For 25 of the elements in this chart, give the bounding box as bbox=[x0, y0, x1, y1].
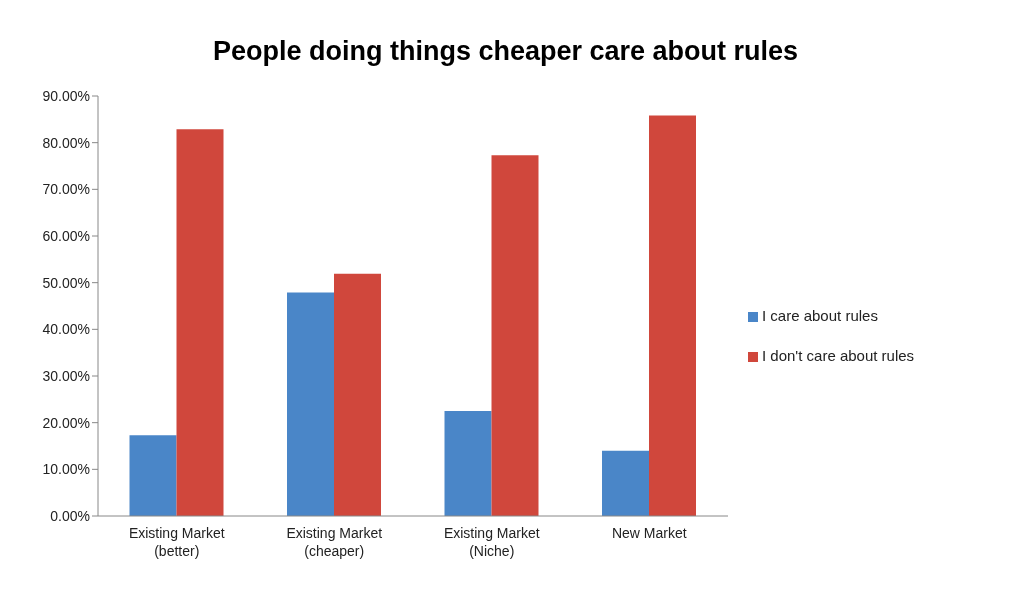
x-tick-label: New Market bbox=[611, 525, 687, 541]
y-tick-label: 60.00% bbox=[42, 227, 90, 244]
y-tick-label: 40.00% bbox=[42, 321, 90, 338]
y-tick-label: 0.00% bbox=[50, 507, 90, 524]
x-tick-label: Existing Market (Niche) bbox=[443, 525, 540, 559]
bar bbox=[334, 273, 381, 516]
y-tick-label: 20.00% bbox=[42, 414, 90, 431]
bar bbox=[129, 435, 177, 516]
bar bbox=[287, 292, 334, 516]
y-tick-label: 30.00% bbox=[42, 367, 90, 384]
bar bbox=[491, 155, 539, 516]
y-tick-label: 90.00% bbox=[42, 87, 90, 104]
chart-title: People doing things cheaper care about rules bbox=[211, 35, 800, 68]
y-tick-label: 70.00% bbox=[42, 181, 90, 198]
legend-label: I care about rules bbox=[762, 307, 878, 324]
y-tick-label: 80.00% bbox=[42, 134, 90, 151]
bar bbox=[602, 450, 649, 516]
x-tick-label: Existing Market (cheaper) bbox=[286, 525, 383, 559]
y-tick-label: 10.00% bbox=[42, 461, 90, 478]
y-tick-label: 50.00% bbox=[42, 274, 90, 291]
x-tick-label: Existing Market (better) bbox=[128, 525, 225, 559]
bar bbox=[649, 115, 696, 516]
legend-label: I don't care about rules bbox=[762, 347, 915, 364]
bar bbox=[176, 129, 224, 516]
bar bbox=[444, 411, 492, 516]
